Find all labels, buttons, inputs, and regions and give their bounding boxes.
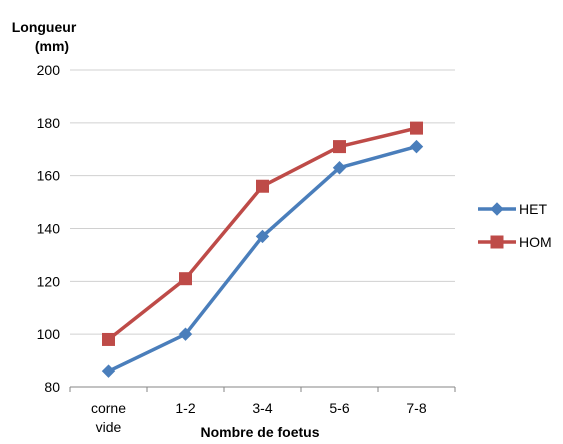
x-tick-label: vide xyxy=(96,419,122,435)
y-axis-ticks: 80 100 120 140 160 180 200 xyxy=(37,62,61,395)
data-point-hom xyxy=(410,121,423,135)
x-tick-label: corne xyxy=(91,400,126,416)
legend-marker xyxy=(490,202,504,216)
legend-marker xyxy=(490,235,504,249)
legend: HET HOM xyxy=(478,201,552,250)
y-tick-label: 140 xyxy=(37,221,61,237)
data-point-het xyxy=(332,161,347,175)
gridlines xyxy=(70,69,455,388)
data-point-hom xyxy=(256,179,269,193)
data-point-het xyxy=(255,229,270,244)
x-axis-ticks: corne vide 1-2 3-4 5-6 7-8 xyxy=(69,387,456,435)
legend-label: HET xyxy=(519,201,547,217)
y-axis-label-line-1: Longueur xyxy=(12,19,77,35)
legend-item-het: HET xyxy=(478,201,547,217)
data-point-hom xyxy=(179,272,192,286)
y-tick-label: 180 xyxy=(37,115,61,131)
x-tick-label: 5-6 xyxy=(329,400,349,416)
legend-item-hom: HOM xyxy=(478,234,552,250)
x-tick-label: 1-2 xyxy=(175,400,195,416)
y-tick-label: 80 xyxy=(44,379,60,395)
x-tick-label: 3-4 xyxy=(252,400,272,416)
legend-label: HOM xyxy=(519,234,552,250)
y-axis-label-line-2: (mm) xyxy=(35,38,69,54)
series-het xyxy=(101,139,424,378)
y-tick-label: 100 xyxy=(37,326,61,342)
y-tick-label: 160 xyxy=(37,168,61,184)
data-point-het xyxy=(178,327,193,341)
series-group xyxy=(101,121,424,378)
x-axis-label: Nombre de foetus xyxy=(200,424,319,439)
series-hom xyxy=(102,121,423,346)
data-point-het xyxy=(409,139,424,154)
data-point-hom xyxy=(333,140,346,154)
x-tick-label: 7-8 xyxy=(406,400,426,416)
data-point-het xyxy=(101,364,116,378)
y-tick-label: 120 xyxy=(37,273,61,289)
y-tick-label: 200 xyxy=(37,62,61,78)
data-point-hom xyxy=(102,332,115,346)
